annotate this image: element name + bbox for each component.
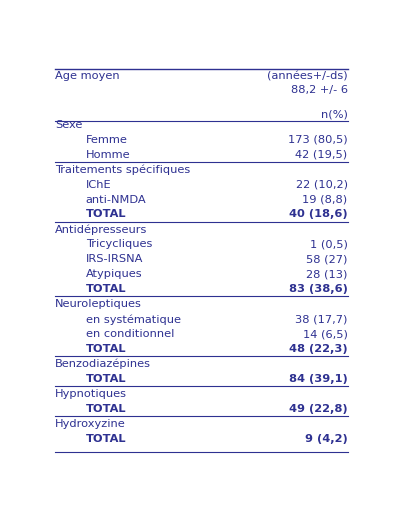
Text: Homme: Homme (86, 150, 130, 160)
Text: en systématique: en systématique (86, 314, 181, 325)
Text: TOTAL: TOTAL (86, 433, 126, 444)
Text: 1 (0,5): 1 (0,5) (310, 240, 348, 249)
Text: Atypiques: Atypiques (86, 269, 142, 279)
Text: Sexe: Sexe (55, 120, 83, 130)
Text: Benzodiazépines: Benzodiazépines (55, 359, 151, 369)
Text: IRS-IRSNA: IRS-IRSNA (86, 254, 143, 264)
Text: Antidépresseurs: Antidépresseurs (55, 224, 148, 235)
Text: TOTAL: TOTAL (86, 284, 126, 294)
Text: 14 (6,5): 14 (6,5) (303, 329, 348, 339)
Text: 40 (18,6): 40 (18,6) (289, 209, 348, 220)
Text: 19 (8,8): 19 (8,8) (303, 194, 348, 205)
Text: Femme: Femme (86, 135, 128, 145)
Text: 83 (38,6): 83 (38,6) (289, 284, 348, 294)
Text: 49 (22,8): 49 (22,8) (289, 404, 348, 414)
Text: 42 (19,5): 42 (19,5) (296, 150, 348, 160)
Text: Age moyen: Age moyen (55, 71, 120, 82)
Text: 22 (10,2): 22 (10,2) (296, 180, 348, 190)
Text: 173 (80,5): 173 (80,5) (288, 135, 348, 145)
Text: anti-NMDA: anti-NMDA (86, 194, 146, 205)
Text: TOTAL: TOTAL (86, 209, 126, 220)
Text: Hydroxyzine: Hydroxyzine (55, 419, 126, 429)
Text: en conditionnel: en conditionnel (86, 329, 174, 339)
Text: 48 (22,3): 48 (22,3) (289, 344, 348, 354)
Text: 9 (4,2): 9 (4,2) (305, 433, 348, 444)
Text: Traitements spécifiques: Traitements spécifiques (55, 165, 191, 175)
Text: (années+/-ds): (années+/-ds) (267, 71, 348, 82)
Text: 58 (27): 58 (27) (306, 254, 348, 264)
Text: n(%): n(%) (321, 110, 348, 120)
Text: TOTAL: TOTAL (86, 404, 126, 414)
Text: Tricycliques: Tricycliques (86, 240, 152, 249)
Text: TOTAL: TOTAL (86, 374, 126, 384)
Text: 38 (17,7): 38 (17,7) (295, 314, 348, 324)
Text: Hypnotiques: Hypnotiques (55, 389, 127, 399)
Text: TOTAL: TOTAL (86, 344, 126, 354)
Text: IChE: IChE (86, 180, 111, 190)
Text: Neuroleptiques: Neuroleptiques (55, 299, 142, 309)
Text: 28 (13): 28 (13) (306, 269, 348, 279)
Text: 84 (39,1): 84 (39,1) (289, 374, 348, 384)
Text: 88,2 +/- 6: 88,2 +/- 6 (290, 85, 348, 95)
